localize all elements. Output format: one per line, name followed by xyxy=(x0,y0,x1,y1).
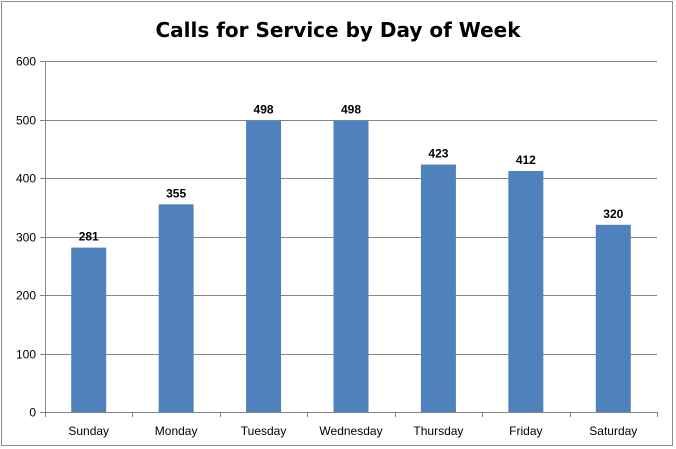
axes xyxy=(45,61,658,417)
x-category-label: Friday xyxy=(509,424,542,438)
data-label: 355 xyxy=(166,186,186,200)
x-category-label: Monday xyxy=(155,424,198,438)
data-label: 320 xyxy=(603,207,623,221)
bar-thursday xyxy=(420,164,456,412)
x-category-label: Tuesday xyxy=(241,424,287,438)
y-tick-label: 500 xyxy=(16,114,36,128)
y-axis-ticks: 0 100 200 300 400 500 600 xyxy=(16,55,45,420)
x-category-label: Wednesday xyxy=(319,424,382,438)
y-tick-label: 300 xyxy=(16,231,36,245)
chart-title: Calls for Service by Day of Week xyxy=(155,18,521,42)
bar-tuesday xyxy=(246,120,282,413)
y-tick-label: 600 xyxy=(16,55,36,69)
y-tick-label: 100 xyxy=(16,348,36,362)
data-label: 498 xyxy=(254,103,274,117)
x-category-label: Sunday xyxy=(68,424,109,438)
bar-monday xyxy=(158,204,194,412)
y-tick-label: 200 xyxy=(16,289,36,303)
data-label: 498 xyxy=(341,103,361,117)
bar-saturday xyxy=(595,224,631,412)
bars xyxy=(71,120,631,413)
y-tick-label: 0 xyxy=(29,406,36,420)
data-label: 423 xyxy=(428,147,448,161)
x-category-label: Saturday xyxy=(589,424,637,438)
data-label: 412 xyxy=(516,153,536,167)
bar-sunday xyxy=(71,247,107,412)
x-axis-categories: Sunday Monday Tuesday Wednesday Thursday Frid… xyxy=(68,424,637,438)
bar-friday xyxy=(508,170,544,412)
y-tick-label: 400 xyxy=(16,172,36,186)
data-labels: 281 355 498 498 423 412 320 xyxy=(79,103,624,244)
bar-wednesday xyxy=(333,120,369,413)
grid-lines xyxy=(45,61,657,355)
data-label: 281 xyxy=(79,230,99,244)
x-category-label: Thursday xyxy=(413,424,463,438)
